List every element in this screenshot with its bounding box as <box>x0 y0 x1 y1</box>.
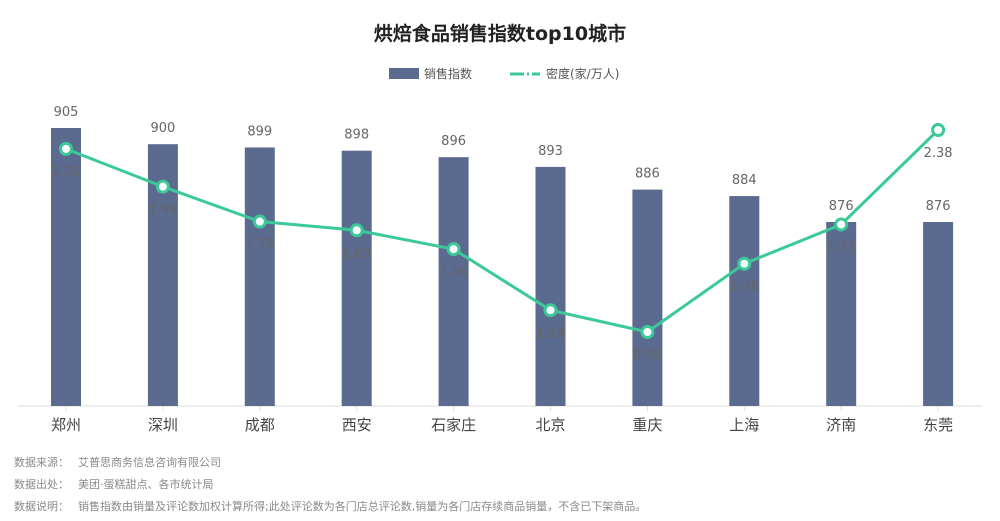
density-value-label-6: 0.99 <box>633 348 662 363</box>
note-source-key: 数据来源： <box>14 456 69 469</box>
category-label-1: 深圳 <box>148 416 178 434</box>
source-notes: 数据来源： 艾普思商务信息咨询有限公司 数据出处： 美团·蛋糕甜点、各市统计局 数据… <box>14 452 646 518</box>
bar-value-label-5: 893 <box>538 144 563 159</box>
bar-2 <box>244 147 275 406</box>
bar-value-label-8: 876 <box>829 199 854 214</box>
category-label-7: 上海 <box>729 416 759 434</box>
bar-5 <box>535 166 566 406</box>
density-point-8 <box>834 217 849 232</box>
chart-title: 烘焙食品销售指数top10城市 <box>374 22 626 45</box>
category-label-9: 东莞 <box>923 416 953 434</box>
density-value-label-7: 1.46 <box>730 280 759 295</box>
density-value-label-5: 1.14 <box>536 326 565 341</box>
density-point-1 <box>155 179 170 194</box>
category-label-3: 西安 <box>342 416 372 434</box>
density-point-7 <box>737 256 752 271</box>
note-explanation-value: 销售指数由销量及评论数加权计算所得;此处评论数为各门店总评论数,销量为各门店存续… <box>78 500 647 513</box>
legend-bar-label: 销售指数 <box>424 66 472 81</box>
legend: 销售指数 密度(家/万人) <box>389 66 619 81</box>
category-label-5: 北京 <box>535 416 565 434</box>
density-series <box>59 123 946 339</box>
density-point-4 <box>446 242 461 257</box>
bar-0 <box>51 128 81 406</box>
density-value-label-1: 1.99 <box>148 203 177 218</box>
bar-value-label-9: 876 <box>926 199 951 214</box>
note-source: 数据来源： 艾普思商务信息咨询有限公司 <box>14 452 646 474</box>
density-value-label-0: 2.25 <box>52 165 81 180</box>
bar-series <box>51 128 954 406</box>
note-source-value: 艾普思商务信息咨询有限公司 <box>78 456 221 469</box>
density-point-0 <box>59 141 73 156</box>
category-label-6: 重庆 <box>632 416 662 434</box>
category-label-8: 济南 <box>826 416 856 434</box>
bar-6 <box>632 189 663 406</box>
bar-9 <box>923 222 954 406</box>
legend-bar-swatch <box>389 68 419 79</box>
bar-value-label-3: 898 <box>344 128 369 143</box>
category-label-2: 成都 <box>245 416 275 434</box>
note-explanation: 数据说明： 销售指数由销量及评论数加权计算所得;此处评论数为各门店总评论数,销量为… <box>14 496 646 518</box>
density-point-5 <box>543 303 558 318</box>
bar-value-label-7: 884 <box>732 173 757 188</box>
bar-value-label-2: 899 <box>247 124 272 139</box>
density-value-label-2: 1.75 <box>245 238 274 253</box>
note-explanation-key: 数据说明： <box>14 500 69 513</box>
bar-4 <box>438 157 469 406</box>
density-point-2 <box>252 214 267 229</box>
bar-3 <box>341 150 372 406</box>
bar-7 <box>729 196 760 406</box>
category-label-0: 郑州 <box>51 416 81 434</box>
legend-line-label: 密度(家/万人) <box>546 66 619 81</box>
category-labels: 郑州 深圳 成都 西安 石家庄 北京 重庆 上海 济南 东莞 <box>51 406 953 434</box>
density-value-label-4: 1.56 <box>439 265 468 280</box>
bar-value-label-4: 896 <box>441 134 466 149</box>
density-value-labels: 2.25 1.99 1.75 1.69 1.56 1.14 0.99 1.46 1.73 2.38 <box>52 146 953 363</box>
density-line <box>65 128 940 334</box>
bar-value-label-6: 886 <box>635 167 660 182</box>
category-label-4: 石家庄 <box>431 416 476 434</box>
density-value-label-9: 2.38 <box>924 146 953 161</box>
bar-8 <box>826 222 857 406</box>
bar-value-labels: 905 900 899 898 896 893 886 884 876 876 <box>54 105 951 214</box>
density-value-label-8: 1.73 <box>827 240 856 255</box>
density-point-3 <box>349 223 364 238</box>
density-point-9 <box>931 123 946 137</box>
note-origin-value: 美团·蛋糕甜点、各市统计局 <box>78 478 214 491</box>
density-value-label-3: 1.69 <box>342 246 371 261</box>
density-point-6 <box>640 325 655 339</box>
bar-value-label-1: 900 <box>150 121 175 136</box>
note-origin-key: 数据出处： <box>14 478 69 491</box>
note-origin: 数据出处： 美团·蛋糕甜点、各市统计局 <box>14 474 646 496</box>
bar-value-label-0: 905 <box>54 105 79 120</box>
